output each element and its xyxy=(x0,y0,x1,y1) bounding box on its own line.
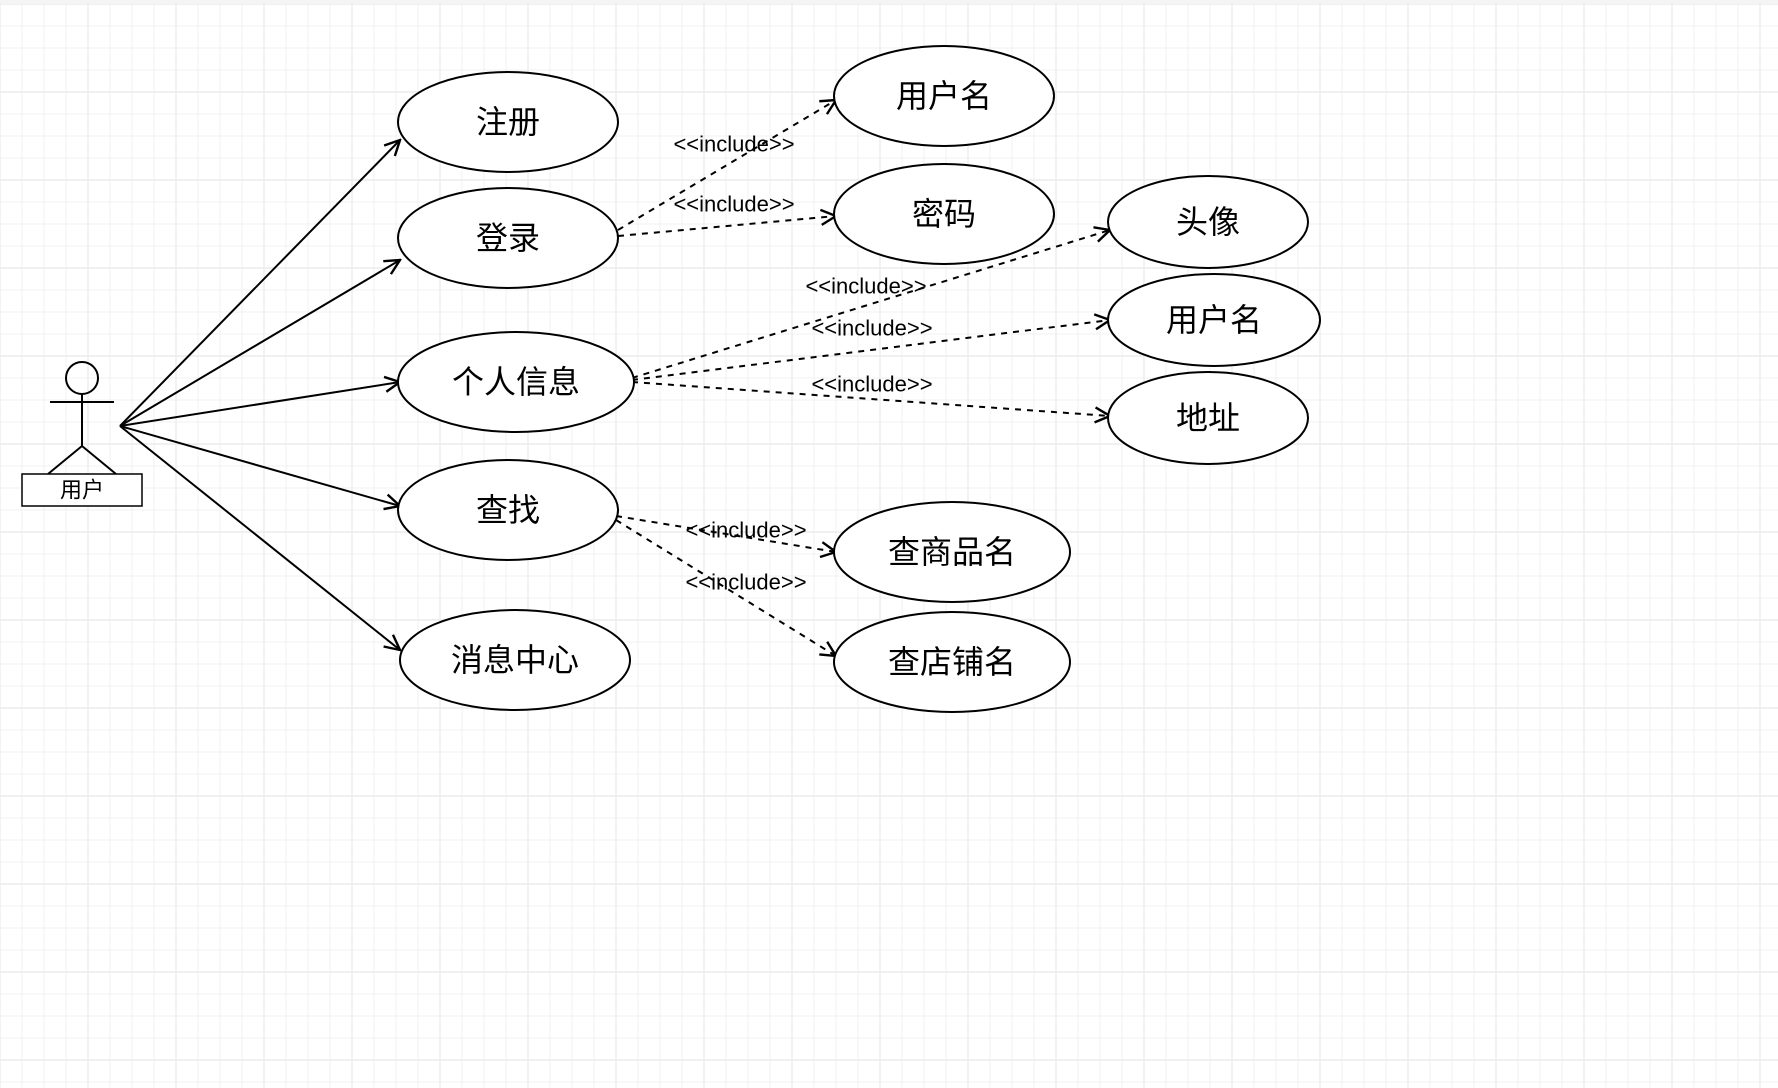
use-case-messages: 消息中心 xyxy=(400,610,630,710)
use-case-search: 查找 xyxy=(398,460,618,560)
include-label: <<include>> xyxy=(673,192,794,217)
include-label: <<include>> xyxy=(685,570,806,595)
use-case-label: 注册 xyxy=(476,104,540,140)
use-case-sShop: 查店铺名 xyxy=(834,612,1070,712)
use-case-login: 登录 xyxy=(398,188,618,288)
use-case-label: 查商品名 xyxy=(888,534,1016,570)
use-case-sProduct: 查商品名 xyxy=(834,502,1070,602)
include-label: <<include>> xyxy=(685,518,806,543)
use-case-label: 消息中心 xyxy=(451,642,579,678)
use-case-label: 用户名 xyxy=(1166,302,1262,338)
include-label: <<include>> xyxy=(811,316,932,341)
use-case-profile: 个人信息 xyxy=(398,332,634,432)
use-case-label: 查店铺名 xyxy=(888,644,1016,680)
use-case-label: 查找 xyxy=(476,492,540,528)
use-case-label: 个人信息 xyxy=(452,364,580,400)
use-case-label: 登录 xyxy=(476,220,540,256)
actor-label: 用户 xyxy=(60,478,104,503)
use-case-address: 地址 xyxy=(1108,372,1308,464)
use-case-username: 用户名 xyxy=(834,46,1054,146)
use-case-label: 密码 xyxy=(912,196,976,232)
include-label: <<include>> xyxy=(673,132,794,157)
use-case-label: 用户名 xyxy=(896,78,992,114)
use-case-diagram: 用户 注册登录个人信息查找消息中心用户名密码头像用户名地址查商品名查店铺名 <<… xyxy=(0,0,1778,1088)
use-case-avatar: 头像 xyxy=(1108,176,1308,268)
use-case-username2: 用户名 xyxy=(1108,274,1320,366)
use-case-label: 地址 xyxy=(1176,400,1240,436)
use-case-label: 头像 xyxy=(1176,204,1240,240)
use-case-register: 注册 xyxy=(398,72,618,172)
include-label: <<include>> xyxy=(811,372,932,397)
include-label: <<include>> xyxy=(805,274,926,299)
use-case-password: 密码 xyxy=(834,164,1054,264)
